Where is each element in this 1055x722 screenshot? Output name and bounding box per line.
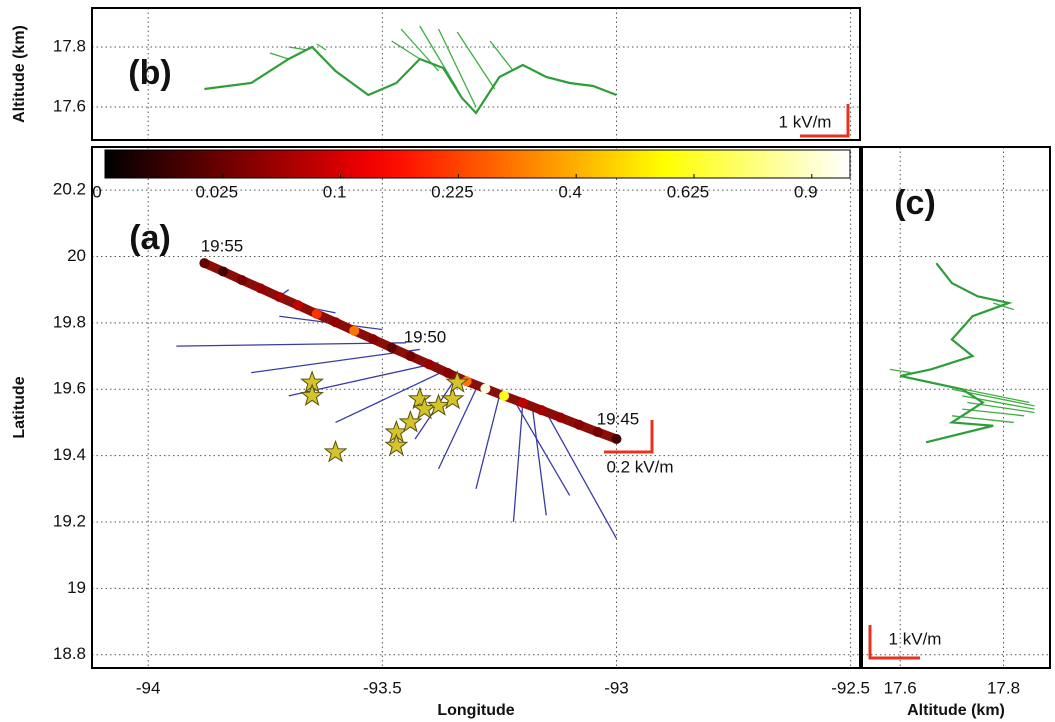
- field-vector: [288, 46, 308, 51]
- plot-frame: [91, 146, 861, 669]
- scale-bar: [800, 104, 850, 138]
- y-tick-label: 19: [67, 578, 86, 597]
- plot-frame: [91, 7, 861, 141]
- star: [323, 439, 348, 463]
- track-point: [555, 412, 566, 423]
- field-vector: [889, 368, 911, 374]
- field-vector: [992, 302, 1015, 311]
- x-axis-label: Altitude (km): [907, 702, 1005, 719]
- annotation: 19:45: [597, 409, 640, 428]
- track-point: [311, 308, 322, 319]
- colorbar-tick-label: 0.225: [431, 182, 474, 201]
- panel-label: (a): [129, 219, 171, 257]
- y-tick-label: 19.8: [53, 312, 86, 331]
- altitude-line: [204, 45, 617, 115]
- field-vector: [489, 40, 514, 72]
- panel-label: (c): [894, 184, 936, 222]
- field-vector: [512, 398, 571, 496]
- field-vector: [437, 388, 477, 470]
- x-axis-label: Longitude: [437, 702, 514, 719]
- star: [384, 433, 409, 456]
- plot-frame: [861, 146, 1051, 669]
- colorbar-tick-label: 0: [92, 182, 101, 201]
- colorbar-tick-label: 0.4: [558, 182, 582, 201]
- field-vector: [335, 368, 449, 424]
- track-point: [255, 283, 266, 294]
- field-vector: [545, 412, 618, 539]
- field-vector: [251, 348, 420, 374]
- star: [407, 386, 432, 410]
- track-point: [199, 258, 210, 269]
- track-point: [236, 275, 247, 286]
- star: [426, 393, 451, 416]
- track-point: [349, 325, 360, 336]
- track-point: [592, 427, 603, 438]
- annotation: 0.2 kV/m: [606, 457, 673, 476]
- altitude-line: [899, 262, 1013, 444]
- star: [445, 370, 470, 393]
- annotation: 1 kV/m: [889, 629, 942, 648]
- star: [300, 383, 324, 406]
- field-vector: [437, 28, 477, 108]
- track-point: [293, 300, 304, 311]
- field-vector: [475, 395, 501, 489]
- track-point: [386, 342, 397, 353]
- field-vector: [456, 31, 496, 90]
- colorbar-tick-label: 0.1: [323, 182, 347, 201]
- field-vector: [269, 52, 289, 60]
- colorbar-tick-label: 0.9: [794, 182, 818, 201]
- y-axis-label: Altitude (km): [11, 25, 28, 123]
- star: [398, 409, 423, 433]
- annotation: 19:50: [404, 327, 447, 346]
- field-vector: [531, 405, 547, 516]
- track-point: [442, 367, 453, 378]
- y-tick-label: 19.2: [53, 511, 86, 530]
- x-tick-label: -94: [136, 678, 161, 697]
- track-point: [517, 397, 528, 408]
- colorbar: [104, 149, 851, 179]
- track-point: [611, 434, 622, 445]
- y-tick-label: 17.8: [53, 36, 86, 55]
- y-tick-label: 19.6: [53, 379, 86, 398]
- track-point: [405, 351, 416, 362]
- track-point: [480, 383, 491, 394]
- y-axis-label: Latitude: [11, 376, 28, 438]
- y-tick-label: 20: [67, 246, 86, 265]
- track-point: [574, 419, 585, 430]
- field-vector: [512, 402, 524, 523]
- panel-label: (b): [128, 54, 171, 92]
- y-tick-label: 20.2: [53, 180, 86, 199]
- track-point: [367, 334, 378, 345]
- x-tick-label: -93.5: [363, 678, 402, 697]
- field-vector: [176, 342, 406, 347]
- colorbar-tick-label: 0.625: [667, 182, 710, 201]
- y-tick-label: 17.6: [53, 96, 86, 115]
- field-vector: [316, 43, 327, 51]
- track-point: [499, 390, 510, 401]
- track-point: [536, 405, 547, 416]
- scale-bar: [868, 625, 920, 660]
- x-tick-label: -92.5: [831, 678, 870, 697]
- y-tick-label: 18.8: [53, 644, 86, 663]
- track-point: [274, 291, 285, 302]
- track-point: [330, 317, 341, 328]
- x-tick-label: -93: [604, 678, 629, 697]
- y-tick-label: 19.4: [53, 445, 86, 464]
- annotation: 1 kV/m: [779, 112, 832, 131]
- track-point: [424, 359, 435, 370]
- field-vector: [391, 40, 421, 60]
- colorbar-tick-label: 0.025: [196, 182, 239, 201]
- x-tick-label: 17.8: [987, 678, 1020, 697]
- star: [440, 386, 465, 410]
- x-tick-label: 17.6: [884, 678, 917, 697]
- annotation: 19:55: [201, 236, 244, 255]
- scale-bar: [604, 420, 654, 454]
- track-point: [218, 266, 229, 277]
